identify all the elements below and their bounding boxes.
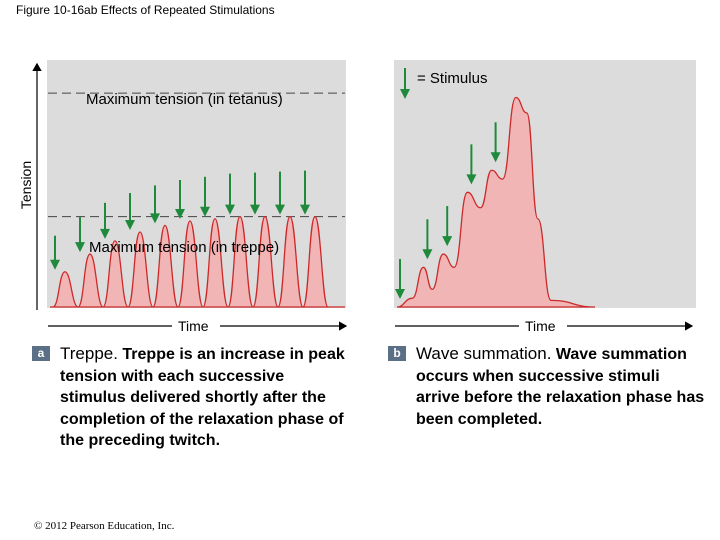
figure-title: Figure 10-16ab Effects of Repeated Stimu…: [16, 3, 275, 17]
stimulus-arrow-2: [75, 217, 85, 253]
stimulus-arrow-b-4: [466, 144, 477, 185]
stimulus-arrow-3: [100, 202, 110, 239]
stimulus-arrow-6: [175, 179, 185, 219]
x-axis-label-a: Time: [178, 318, 209, 334]
panel-a-badge: a: [32, 346, 50, 361]
stimulus-arrow-b-2: [422, 219, 433, 260]
y-axis-label: Tension: [18, 160, 34, 210]
panel-a-caption-body: Treppe is an increase in peak tension wi…: [60, 346, 345, 449]
panel-b-caption-body: Wave summation occurs when successive st…: [416, 346, 705, 428]
stimulus-arrow-10: [275, 171, 285, 215]
panel-b-badge: b: [388, 346, 406, 361]
copyright-notice: © 2012 Pearson Education, Inc.: [34, 520, 175, 532]
wave-summation-tension-curve: [396, 96, 596, 308]
panel-a-caption-head: Treppe.: [60, 344, 118, 363]
panel-a-caption: Treppe. Treppe is an increase in peak te…: [60, 343, 350, 452]
stimulus-arrow-7: [200, 176, 210, 217]
stimulus-arrow-b-3: [442, 206, 453, 247]
stimulus-arrow-1: [50, 235, 60, 270]
stimulus-arrow-8: [225, 173, 235, 215]
panel-b-caption-head: Wave summation.: [416, 344, 552, 363]
stimulus-arrow-11: [300, 170, 310, 215]
wave-summation-stimulus-arrows: [395, 122, 501, 299]
panel-b-caption: Wave summation. Wave summation occurs wh…: [416, 343, 706, 430]
treppe-max-label: Maximum tension (in treppe): [89, 239, 280, 256]
stimulus-arrow-9: [250, 172, 260, 215]
stimulus-arrow-5: [150, 185, 160, 224]
stimulus-legend-label: = Stimulus: [417, 70, 488, 87]
stimulus-arrow-b-5: [490, 122, 501, 163]
stimulus-legend-icon: [400, 68, 410, 99]
tetanus-max-label: Maximum tension (in tetanus): [86, 91, 283, 108]
treppe-stimulus-arrows: [50, 170, 310, 270]
x-axis-label-b: Time: [525, 318, 556, 334]
treppe-tension-curve: [50, 215, 345, 308]
stimulus-arrow-4: [125, 193, 135, 231]
stimulus-arrow-b-1: [395, 259, 405, 299]
